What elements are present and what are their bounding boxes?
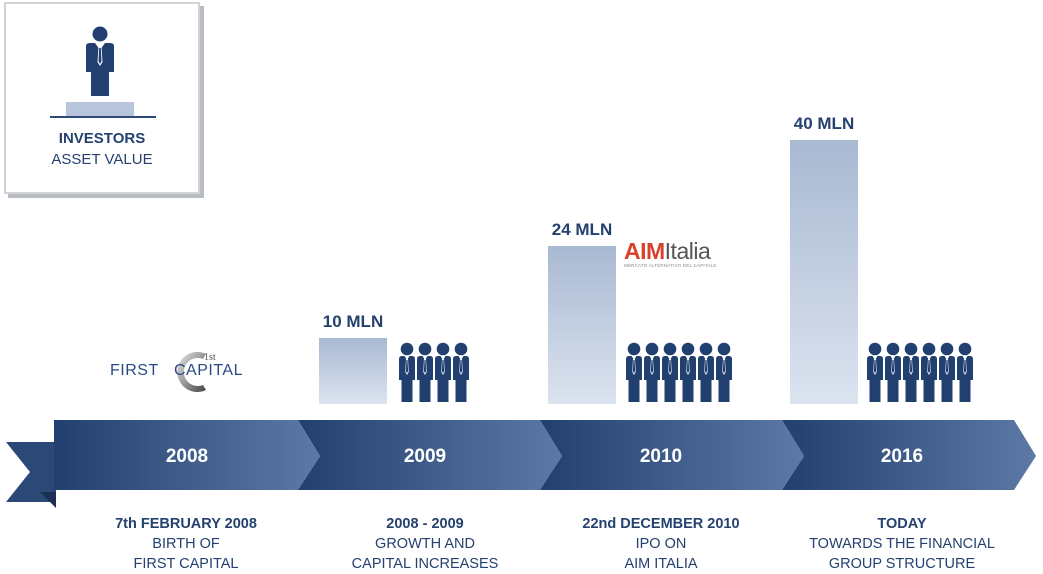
caption-2010: 22nd DECEMBER 2010 IPO ON AIM ITALIA bbox=[541, 514, 781, 574]
bar-2010 bbox=[548, 245, 616, 404]
legend-box: INVESTORS ASSET VALUE bbox=[4, 2, 200, 194]
timeline-segment-2008 bbox=[54, 420, 320, 490]
timeline-arrow bbox=[6, 420, 1036, 508]
caption-date: 22nd DECEMBER 2010 bbox=[582, 516, 740, 532]
person-icon bbox=[399, 342, 415, 402]
caption-line: FIRST CAPITAL bbox=[133, 556, 239, 572]
svg-text:CAPITAL: CAPITAL bbox=[174, 362, 243, 379]
year-label-2009: 2009 bbox=[403, 446, 447, 467]
legend-divider bbox=[50, 116, 156, 118]
caption-date: TODAY bbox=[877, 516, 927, 532]
year-label-2016: 2016 bbox=[880, 446, 924, 467]
person-icon bbox=[86, 26, 114, 96]
person-icon bbox=[644, 342, 660, 402]
person-icon bbox=[453, 342, 469, 402]
first-capital-logo: FIRST CAPITAL 1st bbox=[108, 348, 268, 399]
bar-2009 bbox=[319, 338, 387, 404]
svg-text:1st: 1st bbox=[204, 352, 216, 363]
caption-line: CAPITAL INCREASES bbox=[351, 556, 499, 572]
person-icon bbox=[626, 342, 642, 402]
person-icon bbox=[921, 342, 937, 402]
year-label-2010: 2010 bbox=[639, 446, 683, 467]
person-icon bbox=[885, 342, 901, 402]
year-label-2008: 2008 bbox=[165, 446, 209, 467]
svg-text:FIRST: FIRST bbox=[110, 362, 159, 379]
investor-icons-2010 bbox=[626, 342, 732, 402]
timeline-segment-2010 bbox=[540, 420, 804, 490]
caption-2009: 2008 - 2009 GROWTH AND CAPITAL INCREASES bbox=[305, 514, 545, 574]
caption-line: GROUP STRUCTURE bbox=[828, 556, 976, 572]
caption-line: IPO ON bbox=[635, 536, 687, 552]
timeline-segment-2016 bbox=[782, 420, 1036, 490]
caption-line: TOWARDS THE FINANCIAL bbox=[809, 536, 995, 552]
investor-icons-2016 bbox=[867, 342, 973, 402]
person-icon bbox=[435, 342, 451, 402]
value-label-2009: 10 MLN bbox=[322, 312, 384, 331]
caption-2016: TODAY TOWARDS THE FINANCIAL GROUP STRUCT… bbox=[782, 514, 1022, 574]
caption-2008: 7th FEBRUARY 2008 BIRTH OF FIRST CAPITAL bbox=[66, 514, 306, 574]
caption-date: 2008 - 2009 bbox=[386, 516, 464, 532]
person-icon bbox=[939, 342, 955, 402]
caption-line: AIM ITALIA bbox=[624, 556, 698, 572]
person-icon bbox=[957, 342, 973, 402]
legend-title: INVESTORS bbox=[58, 130, 146, 147]
person-icon bbox=[716, 342, 732, 402]
person-icon bbox=[662, 342, 678, 402]
person-icon bbox=[680, 342, 696, 402]
person-icon bbox=[698, 342, 714, 402]
person-icon bbox=[417, 342, 433, 402]
timeline-segment-2009 bbox=[298, 420, 562, 490]
legend-subtitle: ASSET VALUE bbox=[51, 151, 153, 168]
aim-italia-logo: AIMItalia MERCATO ALTERNATIVO DEL CAPITA… bbox=[624, 238, 717, 268]
caption-date: 7th FEBRUARY 2008 bbox=[115, 516, 257, 532]
person-icon bbox=[867, 342, 883, 402]
bar-2016 bbox=[790, 140, 858, 404]
value-label-2010: 24 MLN bbox=[551, 219, 613, 239]
investor-icons-2009 bbox=[399, 342, 469, 402]
legend-bar-sample bbox=[66, 102, 134, 116]
person-icon bbox=[903, 342, 919, 402]
value-label-2016: 40 MLN bbox=[793, 114, 855, 133]
caption-line: GROWTH AND bbox=[375, 536, 475, 552]
caption-line: BIRTH OF bbox=[152, 536, 220, 552]
